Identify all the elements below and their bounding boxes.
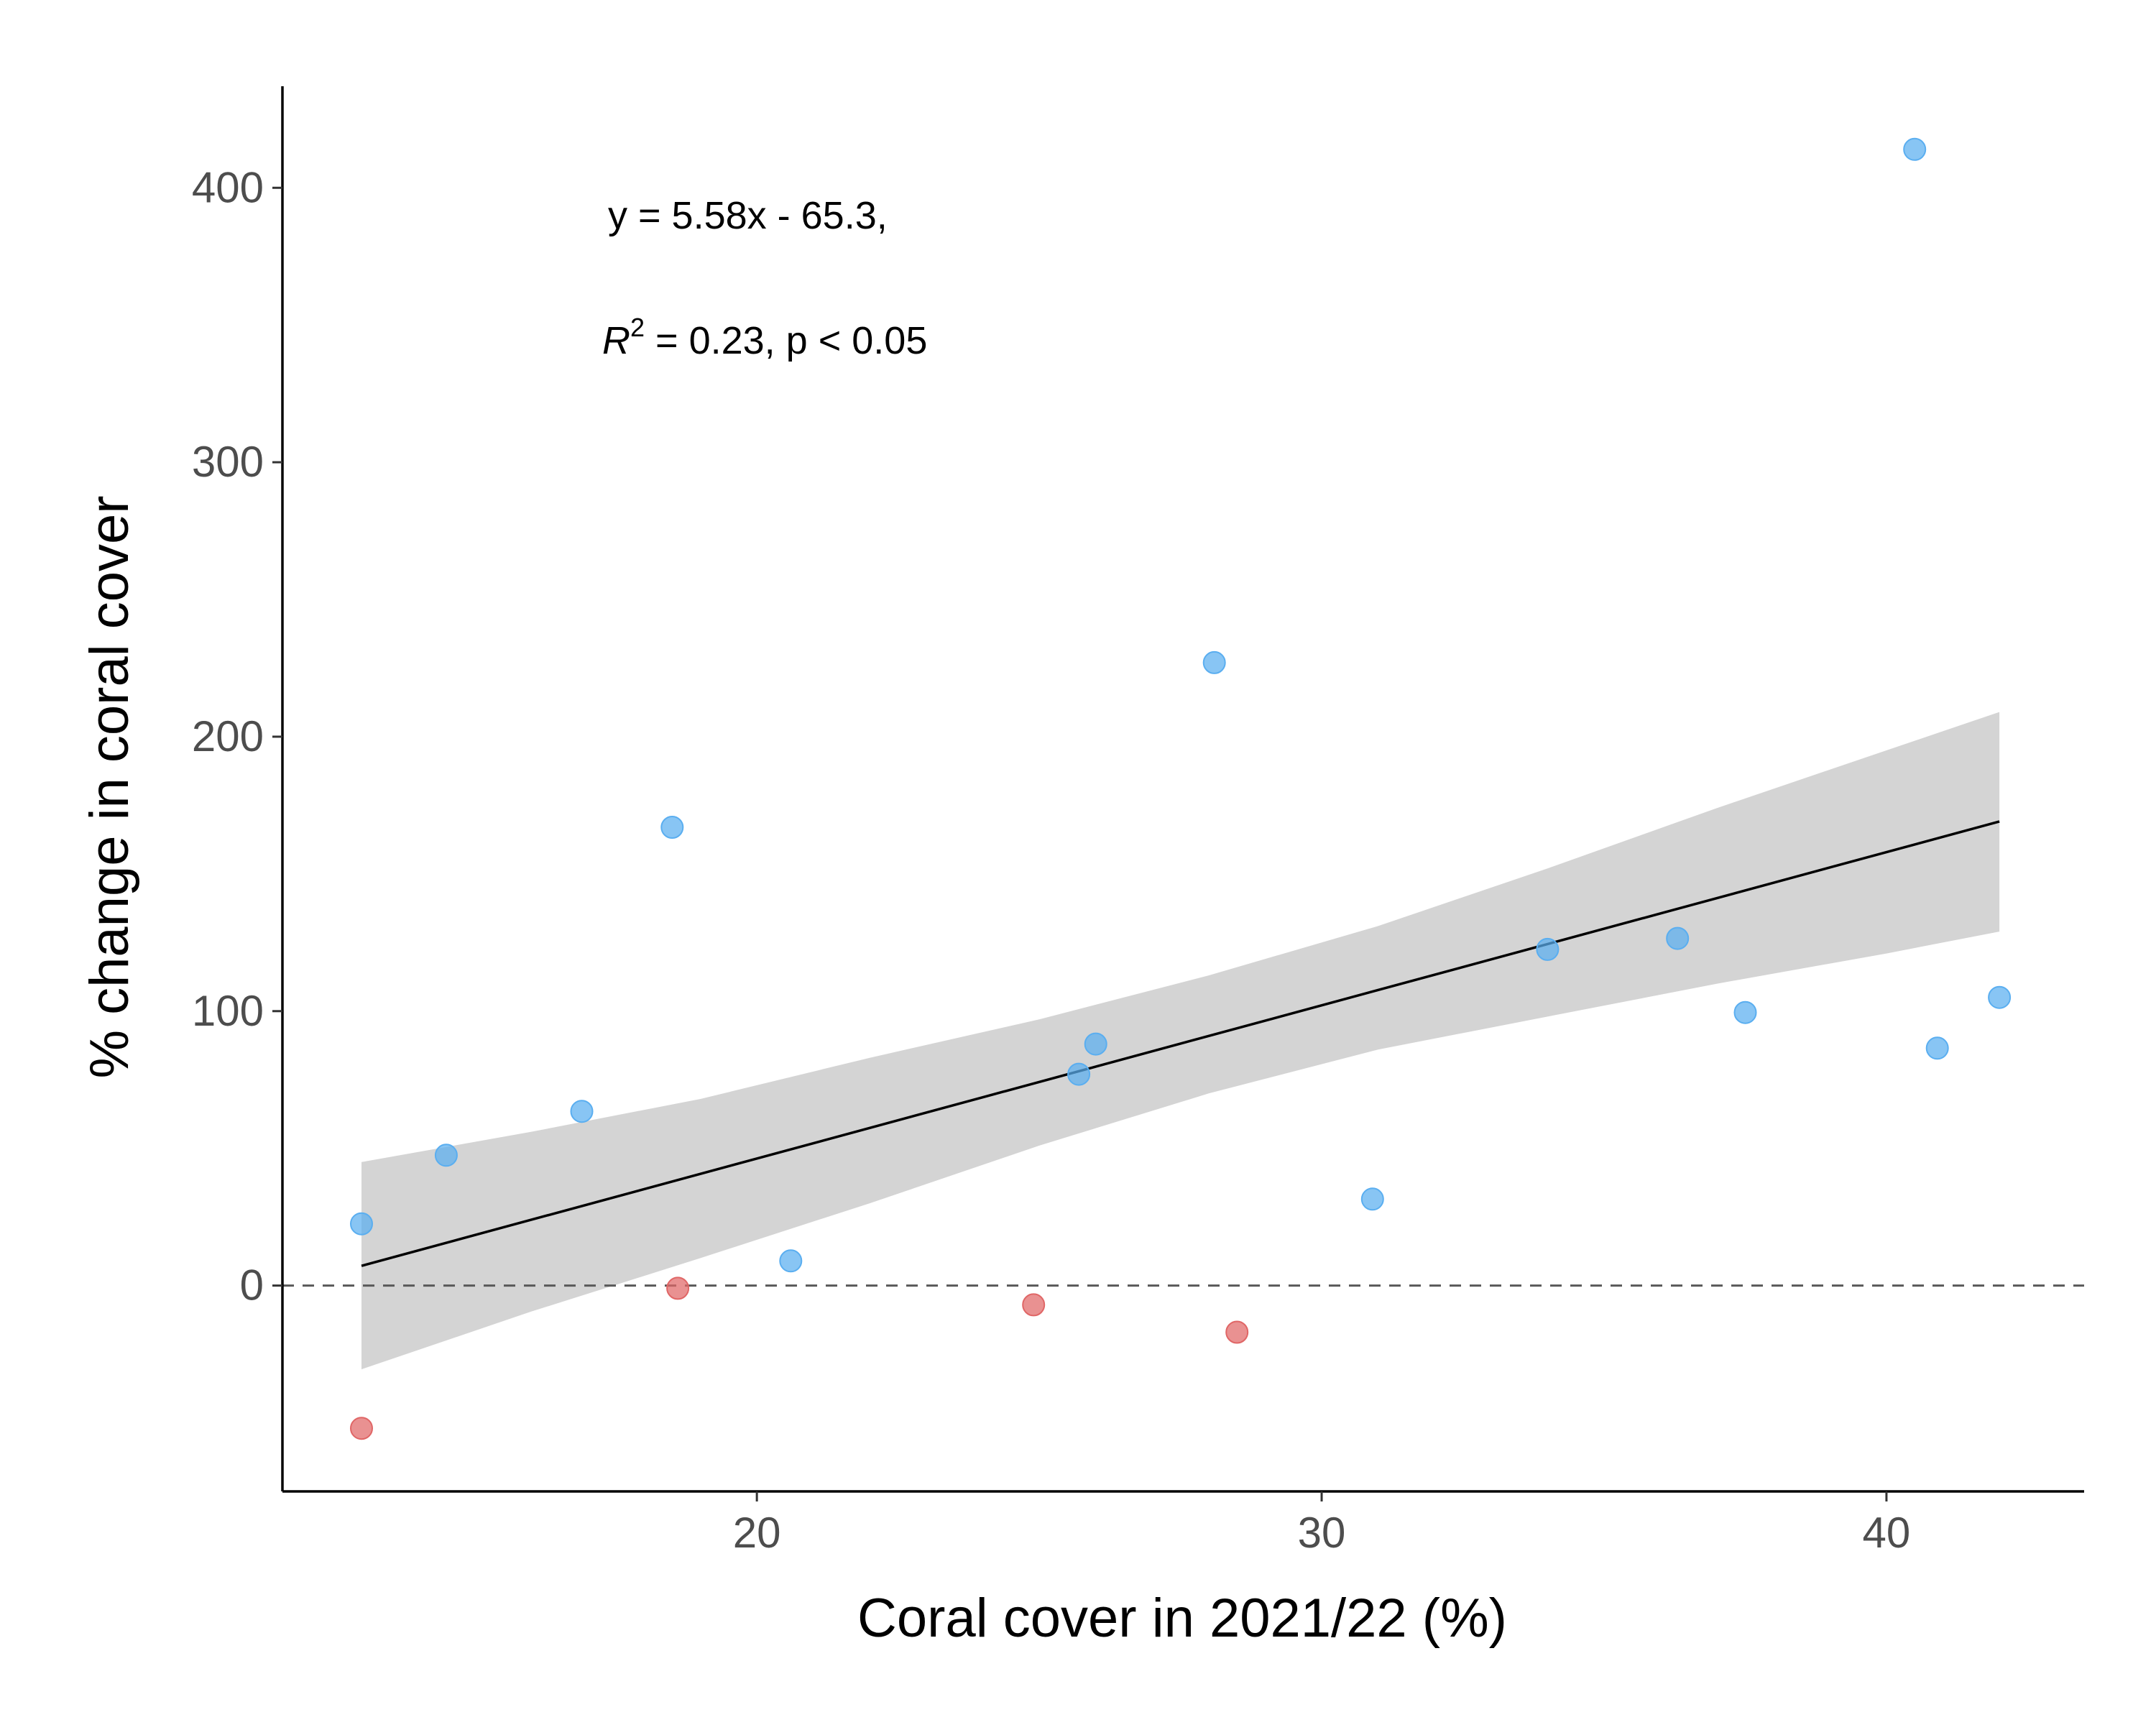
data-point-increase <box>1536 937 1560 961</box>
data-point-increase <box>1067 1062 1091 1086</box>
data-point-increase <box>350 1212 373 1236</box>
data-point-increase <box>570 1100 594 1123</box>
data-point-increase <box>434 1144 458 1167</box>
data-point-increase <box>1925 1036 1949 1060</box>
y-axis-ticks: 0 100 200 300 400 <box>192 163 282 1310</box>
x-tick-label: 20 <box>733 1509 781 1557</box>
data-point-decrease <box>666 1276 690 1300</box>
y-tick-label: 100 <box>192 987 264 1035</box>
y-tick-label: 0 <box>240 1261 264 1310</box>
data-point-increase <box>1988 985 2012 1009</box>
data-point-increase <box>1360 1187 1384 1211</box>
data-point-decrease <box>1022 1293 1046 1317</box>
data-point-increase <box>779 1249 803 1273</box>
x-tick-label: 40 <box>1863 1509 1911 1557</box>
r2-symbol: R <box>602 319 630 362</box>
y-tick-label: 400 <box>192 163 264 211</box>
x-axis-ticks: 20 30 40 <box>733 1491 1911 1557</box>
confidence-band <box>361 712 2000 1370</box>
y-tick-label: 200 <box>192 712 264 760</box>
confidence-band-layer <box>361 712 2000 1370</box>
r2-statistics: = 0.23, p < 0.05 <box>645 319 927 362</box>
x-tick-label: 30 <box>1298 1509 1346 1557</box>
data-point-increase <box>660 816 684 839</box>
trend-line <box>361 820 2000 1267</box>
y-tick-label: 300 <box>192 438 264 486</box>
data-point-decrease <box>1225 1320 1249 1344</box>
y-axis-title: % change in coral cover <box>79 495 140 1078</box>
data-point-increase <box>1733 1000 1757 1024</box>
data-point-decrease <box>350 1417 373 1440</box>
axes: 0 100 200 300 400 20 30 40 <box>192 86 2084 1557</box>
r2-annotation: R2 = 0.23, p < 0.05 <box>602 313 927 362</box>
data-points <box>350 137 2012 1440</box>
r2-exponent: 2 <box>630 313 645 342</box>
data-point-increase <box>1202 650 1226 674</box>
x-axis-title: Coral cover in 2021/22 (%) <box>857 1588 1507 1649</box>
data-point-increase <box>1903 137 1927 161</box>
equation-annotation: y = 5.58x - 65.3, <box>608 194 888 237</box>
data-point-increase <box>1666 926 1690 950</box>
data-point-increase <box>1084 1032 1107 1056</box>
